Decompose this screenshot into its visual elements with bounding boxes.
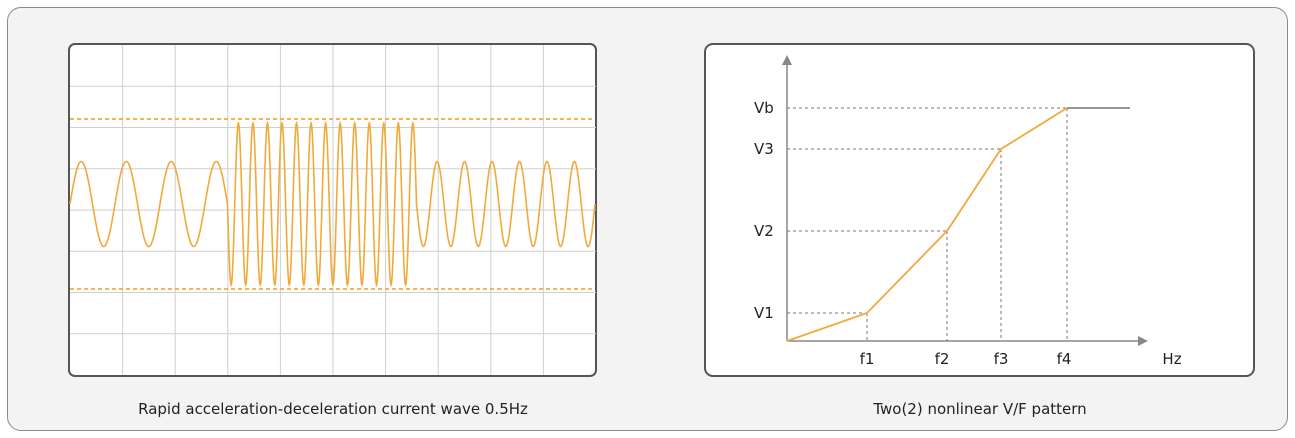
right-caption: Two(2) nonlinear V/F pattern bbox=[873, 400, 1087, 418]
x-tick-f2: f2 bbox=[935, 350, 950, 368]
vf-curve bbox=[786, 107, 1068, 342]
x-axis-arrow bbox=[1138, 336, 1148, 346]
vf-plot-frame bbox=[704, 43, 1255, 377]
wave-grid bbox=[70, 45, 596, 375]
y-axis-arrow bbox=[782, 55, 792, 65]
x-tick-f1: f1 bbox=[860, 350, 875, 368]
x-tick-f4: f4 bbox=[1057, 350, 1072, 368]
y-tick-v2: V2 bbox=[754, 222, 774, 240]
y-tick-v1: V1 bbox=[754, 304, 774, 322]
x-tick-f3: f3 bbox=[994, 350, 1009, 368]
current-wave-series bbox=[69, 120, 596, 288]
x-axis-label: Hz bbox=[1162, 350, 1181, 368]
vf-pattern-chart: Vb V3 V2 V1 f1 f2 f3 f4 Hz bbox=[704, 43, 1255, 377]
current-wave-chart bbox=[68, 43, 597, 377]
y-tick-vb: Vb bbox=[754, 99, 774, 117]
y-tick-v3: V3 bbox=[754, 140, 774, 158]
left-caption: Rapid acceleration-deceleration current … bbox=[138, 400, 528, 418]
